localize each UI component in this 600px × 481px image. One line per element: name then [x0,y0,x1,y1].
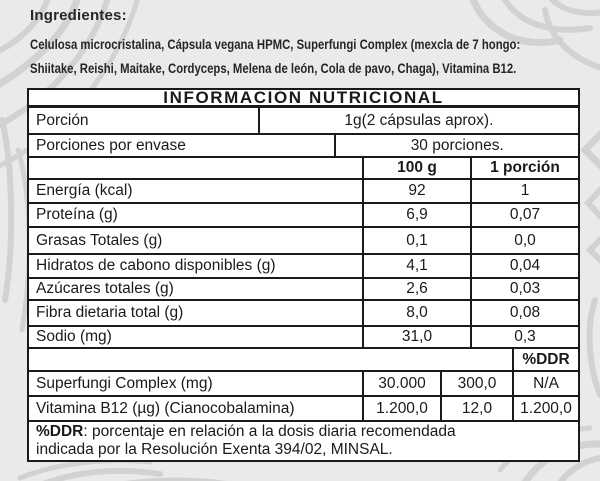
value-per-serving: 0,3 [470,327,578,347]
value-per-serving: 1 [470,180,578,202]
column-header-spacer [29,158,362,178]
ddr-header-row: %DDR [29,349,578,372]
value-per-serving: 0,08 [470,301,578,325]
nutrient-row-hidratos: Hidratos de cabono disponibles (g) 4,1 0… [29,255,578,279]
nutrient-row-proteina: Proteína (g) 6,9 0,07 [29,204,578,228]
nutrient-label: Energía (kcal) [36,182,133,199]
servings-per-pack-label: Porciones por envase [36,136,186,154]
ingredients-line-1: Celulosa microcristalina, Cápsula vegana… [30,37,521,52]
supplement-label: Superfungi Complex (mg) [36,374,213,392]
ingredients-section: Ingredientes: Celulosa microcristalina, … [30,7,600,81]
value-per-100g: 92 [362,180,470,202]
column-header-row: 100 g 1 porción [29,158,578,180]
nutrient-label: Hidratos de cabono disponibles (g) [36,257,276,274]
nutrition-table: INFORMACIÓN NUTRICIONAL Porción 1g(2 cáp… [27,88,580,462]
value-per-100g: 6,9 [362,204,470,226]
ddr-header-spacer [29,349,512,370]
value-per-100g: 31,0 [362,327,470,347]
ddr-header: %DDR [512,349,578,370]
column-header-100g: 100 g [362,158,470,178]
table-title: INFORMACIÓN NUTRICIONAL [29,89,578,108]
footnote-line-2: indicada por la Resolución Exenta 394/02… [36,441,393,458]
pattern-right-chevrons [580,130,600,398]
pattern-bottom-left-hatch [17,458,227,481]
serving-label: Porción [36,111,89,129]
value-per-100g: 30.000 [362,372,440,395]
nutrient-label: Azúcares totales (g) [36,280,174,297]
nutrient-label: Sodio (mg) [36,328,112,345]
value-per-100g: 1.200,0 [362,397,440,420]
value-per-100g: 8,0 [362,301,470,325]
value-ddr: 1.200,0 [512,397,578,420]
value-per-serving: 0,03 [470,279,578,299]
servings-per-pack-row: Porciones por envase 30 porciones. [29,135,578,158]
value-per-100g: 2,6 [362,279,470,299]
serving-value: 1g(2 cápsulas aprox). [257,108,578,133]
value-per-100g: 4,1 [362,255,470,277]
value-per-serving: 0,04 [470,255,578,277]
supplement-row-vitamina-b12: Vitamina B12 (µg) (Cianocobalamina) 1.20… [29,397,578,422]
column-header-1porcion: 1 porción [470,158,578,178]
nutrient-row-energia: Energía (kcal) 92 1 [29,180,578,204]
footnote-line-1: %DDR: porcentaje en relación a la dosis … [36,423,571,441]
nutrient-label: Fibra dietaria total (g) [36,304,184,321]
ingredients-line-2: Shiitake, Reishi, Maitake, Cordyceps, Me… [30,61,517,76]
nutrient-row-sodio: Sodio (mg) 31,0 0,3 [29,327,578,349]
nutrient-row-fibra: Fibra dietaria total (g) 8,0 0,08 [29,301,578,327]
value-per-serving: 0,07 [470,204,578,226]
footnote-line-1-text: : porcentaje en relación a la dosis diar… [83,423,456,440]
nutrient-row-azucares: Azúcares totales (g) 2,6 0,03 [29,279,578,301]
ddr-footnote: %DDR: porcentaje en relación a la dosis … [29,422,578,460]
value-per-serving: 12,0 [440,397,512,420]
nutrient-row-grasas: Grasas Totales (g) 0,1 0,0 [29,228,578,255]
value-ddr: N/A [512,372,578,395]
nutrient-label: Proteína (g) [36,206,118,223]
serving-row: Porción 1g(2 cápsulas aprox). [29,108,578,135]
value-per-100g: 0,1 [362,228,470,253]
value-per-serving: 0,0 [470,228,578,253]
footnote-ddr-term: %DDR [36,423,84,440]
value-per-serving: 300,0 [440,372,512,395]
ingredients-heading: Ingredientes: [30,7,127,24]
nutrient-label: Grasas Totales (g) [36,231,163,249]
servings-per-pack-value: 30 porciones. [334,135,578,156]
supplement-label: Vitamina B12 (µg) (Cianocobalamina) [36,399,295,417]
supplement-row-superfungi: Superfungi Complex (mg) 30.000 300,0 N/A [29,372,578,397]
